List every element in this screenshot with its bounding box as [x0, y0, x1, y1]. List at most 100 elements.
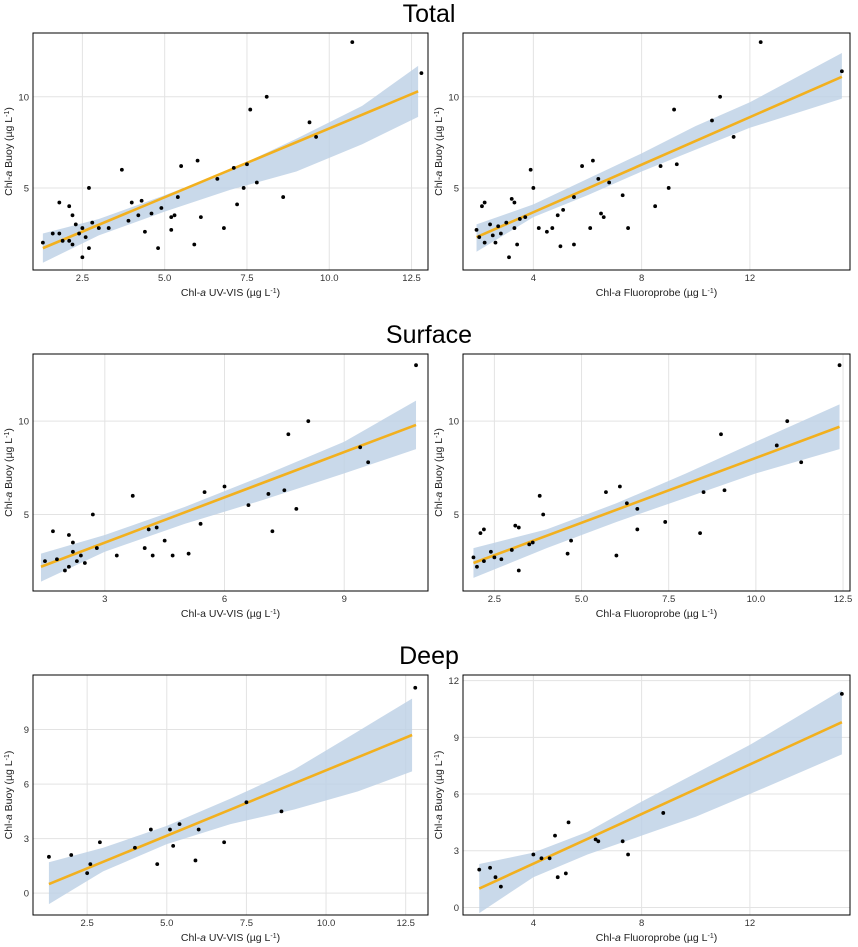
data-point [169, 215, 174, 220]
data-point [558, 244, 563, 249]
regression-line [42, 90, 419, 250]
y-axis-label: Chl-a Buoy (µg L-1) [433, 428, 445, 517]
data-point [515, 242, 520, 247]
data-point [139, 198, 144, 203]
data-point [88, 862, 93, 866]
confidence-band [476, 53, 842, 252]
data-point [620, 839, 625, 844]
data-point [477, 867, 482, 872]
data-point [195, 158, 200, 163]
data-point [235, 202, 239, 207]
data-point [674, 162, 679, 167]
data-point [490, 233, 495, 238]
data-point [50, 231, 55, 236]
data-point [246, 503, 251, 508]
data-point [241, 186, 246, 190]
confidence-band [40, 400, 417, 582]
x-tick-label: 8 [639, 918, 644, 929]
data-point [499, 557, 504, 562]
data-point [488, 865, 492, 870]
section-title-deep: Deep [399, 642, 459, 670]
data-point [179, 164, 184, 168]
data-point [572, 242, 576, 247]
data-point [281, 195, 286, 199]
scatter-panel-total-left: 2.5 5.0 7.5 10.0 12.5 5 10 Chl-a UV-VIS (µg L-1… [3, 32, 429, 299]
data-point [620, 193, 625, 198]
x-tick-label: 10.0 [747, 594, 766, 605]
data-point [561, 207, 566, 212]
data-point [97, 840, 102, 845]
data-point [358, 445, 363, 450]
x-tick-label: 7.5 [240, 273, 253, 284]
data-point [77, 231, 81, 236]
data-point [661, 811, 666, 815]
data-point [73, 222, 78, 227]
data-point [719, 432, 723, 437]
y-tick-label: 10 [448, 92, 459, 103]
data-point [133, 845, 137, 850]
data-point [57, 231, 62, 236]
y-tick-label: 9 [24, 725, 29, 736]
data-point [635, 506, 640, 511]
data-point [517, 217, 522, 221]
data-point [626, 226, 630, 230]
y-axis-label: Chl-a Buoy (µg L-1) [3, 428, 15, 517]
data-point [306, 419, 311, 424]
data-point [186, 551, 191, 556]
confidence-band [473, 404, 840, 578]
data-point [658, 164, 663, 168]
x-tick-label: 2.5 [76, 273, 89, 284]
data-point [710, 118, 714, 123]
data-point [67, 564, 71, 569]
data-point [69, 853, 74, 857]
data-point [569, 538, 573, 543]
scatter-panel-surface-right: 2.5 5.0 7.5 10.0 12.5 5 10 Chl-a Fluoroprobe (µ… [433, 353, 852, 620]
data-point [701, 490, 706, 494]
scatter-panel-deep-right: 4 8 12 0 3 6 9 12 Chl-a Fluoroprobe (µg L-1) Chl-… [433, 674, 851, 944]
data-point [591, 158, 595, 163]
regression-line [476, 75, 843, 239]
data-point [231, 166, 236, 170]
panel-frame [32, 674, 429, 916]
data-point [666, 186, 671, 190]
x-axis-label: Chl-a Fluoroprobe (µg L-1) [596, 608, 717, 620]
data-point [588, 226, 593, 230]
data-point [617, 484, 622, 489]
panel-frame [462, 674, 851, 916]
data-point [544, 229, 549, 234]
data-point [493, 240, 498, 245]
data-point [202, 490, 207, 494]
data-point [565, 551, 570, 556]
data-point [266, 492, 271, 496]
x-axis-label: Chl-a UV-VIS (µg L-1) [181, 287, 280, 299]
data-point [192, 242, 197, 247]
data-point [493, 875, 498, 880]
data-point [512, 226, 517, 230]
data-point [593, 837, 598, 842]
data-point [67, 238, 72, 243]
data-point [168, 827, 172, 832]
x-axis-label: Chl-a UV-VIS (µg L-1) [181, 932, 280, 944]
data-point [67, 204, 72, 209]
x-tick-label: 2.5 [488, 594, 501, 605]
data-point [307, 120, 312, 125]
data-point [475, 564, 479, 569]
data-point [758, 40, 763, 45]
data-point [215, 176, 220, 181]
confidence-band [42, 65, 419, 263]
data-point [80, 255, 85, 260]
data-point [799, 460, 804, 465]
y-tick-label: 0 [24, 889, 29, 900]
data-point [663, 520, 668, 524]
data-point [244, 800, 249, 805]
data-point [672, 107, 676, 112]
x-tick-label: 8 [639, 273, 644, 284]
data-point [63, 568, 67, 573]
regression-line [48, 733, 413, 886]
data-point [146, 527, 151, 532]
data-point [509, 548, 514, 552]
x-tick-label: 4 [531, 273, 536, 284]
data-point [504, 220, 509, 225]
panel-frame [32, 353, 429, 592]
